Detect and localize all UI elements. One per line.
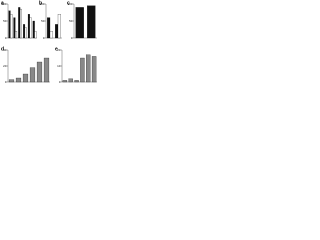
bar: [49, 31, 53, 39]
bar: [68, 78, 73, 83]
panel-label: e: [55, 46, 58, 52]
bar: [34, 31, 37, 39]
bar: [15, 31, 18, 39]
y-tick-label: 100: [1, 2, 6, 6]
y-tick-label: 40: [3, 48, 7, 52]
panel-label: a: [1, 0, 4, 6]
y-tick-label: 10: [57, 64, 61, 68]
bar: [74, 80, 79, 83]
bar: [47, 17, 51, 39]
bar: [22, 73, 29, 83]
panel-label: c: [67, 0, 70, 6]
panel-label: b: [39, 0, 42, 6]
bar: [18, 7, 21, 39]
y-tick-label: 0: [5, 36, 7, 40]
y-tick-label: 50: [3, 19, 7, 23]
y-tick-label: 50: [69, 19, 73, 23]
y-tick-label: 100: [67, 2, 72, 6]
bar: [43, 57, 50, 83]
y-tick-label: 100: [39, 2, 44, 6]
bar: [10, 14, 13, 39]
y-tick-label: 50: [41, 19, 45, 23]
y-tick-label: 0: [5, 80, 7, 84]
bar: [8, 79, 15, 83]
bar: [29, 67, 36, 83]
y-tick-label: 0: [43, 36, 45, 40]
bar: [36, 61, 43, 83]
y-tick-label: 0: [59, 80, 61, 84]
bar: [13, 17, 16, 39]
bar: [91, 56, 97, 83]
bar: [19, 8, 22, 39]
bar: [62, 80, 68, 83]
y-tick-label: 20: [57, 48, 61, 52]
bar: [24, 27, 27, 39]
bar: [80, 57, 85, 83]
bar: [87, 5, 96, 39]
panel-label: d: [1, 46, 4, 52]
bar: [29, 17, 32, 39]
bar: [8, 10, 11, 39]
bar: [15, 77, 22, 83]
bar: [57, 14, 61, 39]
bar: [32, 20, 35, 39]
y-tick-label: 0: [71, 36, 73, 40]
bar: [75, 7, 84, 39]
bar: [27, 14, 30, 39]
bar: [86, 54, 91, 83]
y-tick-label: 20: [3, 64, 7, 68]
bar: [55, 24, 59, 39]
bar: [23, 24, 26, 39]
